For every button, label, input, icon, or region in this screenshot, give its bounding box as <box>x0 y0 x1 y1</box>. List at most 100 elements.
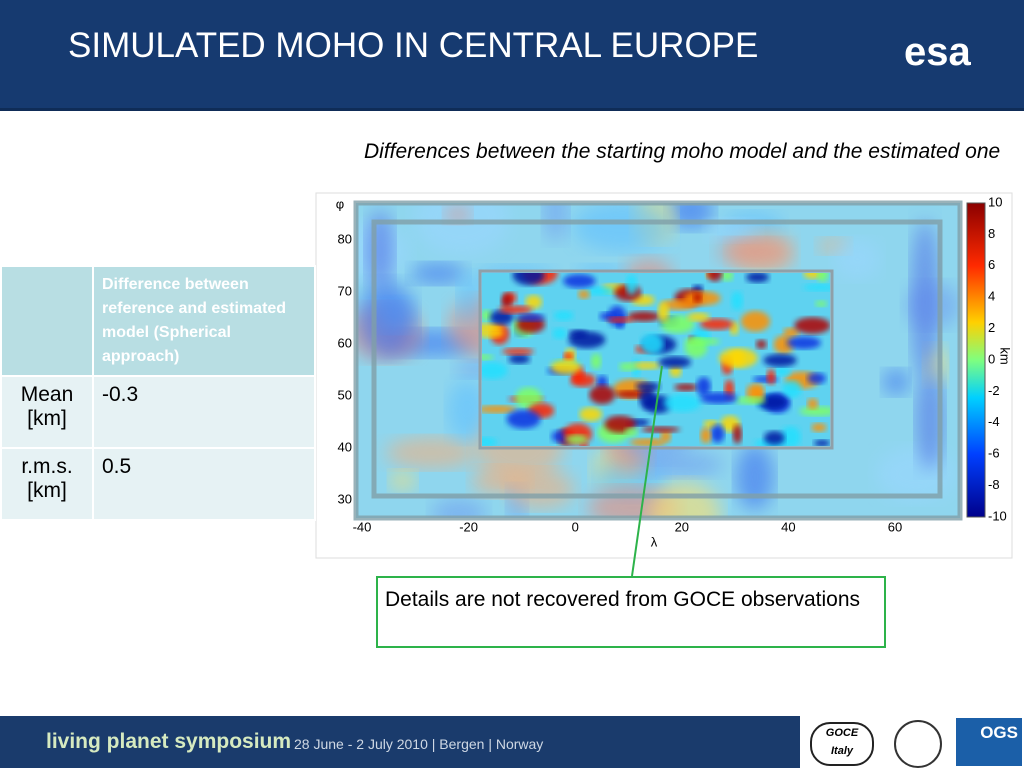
heat-blob <box>685 337 720 346</box>
heat-blob <box>663 394 701 412</box>
heat-blob <box>773 367 791 376</box>
heat-blob <box>553 310 574 321</box>
heat-blob <box>389 470 416 491</box>
heat-blob <box>573 203 671 252</box>
table-corner <box>0 265 94 377</box>
heat-blob <box>755 339 767 349</box>
ogs-logo: OGS <box>956 718 1022 766</box>
heat-blob <box>735 444 775 510</box>
row-label: Mean [km] <box>0 375 94 449</box>
heat-blob <box>550 359 581 375</box>
heat-blob <box>614 390 648 398</box>
figure-caption: Differences between the starting moho mo… <box>364 140 1001 163</box>
heat-blob <box>763 354 797 367</box>
heat-blob <box>506 469 575 509</box>
heat-blob <box>710 424 725 443</box>
heat-blob <box>745 273 770 283</box>
heat-blob <box>358 281 416 357</box>
heat-blob <box>817 273 829 282</box>
heat-blob <box>657 301 670 322</box>
heat-blob <box>578 289 590 299</box>
esa-logo: esa <box>904 30 971 74</box>
heat-blob <box>641 426 681 433</box>
colorbar-tick-label: -10 <box>988 508 1007 523</box>
heat-blob <box>568 331 606 349</box>
colorbar <box>966 202 986 518</box>
colorbar-tick-label: -2 <box>988 383 1000 398</box>
heat-blob <box>543 203 569 242</box>
colorbar-tick-label: -4 <box>988 414 1000 429</box>
heat-blob <box>696 376 711 396</box>
heat-blob <box>721 273 734 282</box>
heat-blob <box>732 424 742 444</box>
heat-blob <box>815 300 828 307</box>
heat-blob <box>807 398 819 410</box>
heat-blob <box>501 293 513 309</box>
heat-blob <box>700 427 712 444</box>
italy-logo: Italy <box>830 745 853 757</box>
heat-blob <box>811 423 827 432</box>
heat-blob <box>457 272 480 325</box>
heat-blob <box>447 379 487 441</box>
partner-logos: GOCE Italy OGS <box>800 716 1024 768</box>
heat-blob <box>585 286 616 296</box>
heat-blob <box>514 313 545 322</box>
heat-blob <box>813 439 830 446</box>
slide-title: SIMULATED MOHO IN CENTRAL EUROPE <box>68 26 759 65</box>
goce-logo: GOCE <box>825 727 859 739</box>
row-value: -0.3 <box>92 375 316 449</box>
heat-blob <box>639 387 656 410</box>
heat-blob <box>782 380 802 399</box>
heat-blob <box>833 238 882 280</box>
colorbar-tick-label: -6 <box>988 446 1000 461</box>
heat-blob <box>563 274 596 288</box>
heat-blob <box>627 311 661 322</box>
heatmap-inner <box>482 273 830 446</box>
y-tick-label: 60 <box>338 335 352 350</box>
heat-blob <box>625 274 638 295</box>
heat-blob <box>506 409 541 429</box>
y-tick-label: 70 <box>338 283 352 298</box>
heat-blob <box>508 354 530 364</box>
heat-blob <box>786 336 821 350</box>
heat-blob <box>699 392 738 404</box>
heat-blob <box>763 431 785 446</box>
colorbar-tick-label: 2 <box>988 320 995 335</box>
heat-blob <box>674 383 698 392</box>
row-label: r.m.s. [km] <box>0 447 94 521</box>
heat-blob <box>501 347 535 355</box>
x-tick-label: 60 <box>888 519 902 534</box>
heat-blob <box>619 362 636 371</box>
heat-blob <box>730 291 744 311</box>
event-dates: 28 June - 2 July 2010 | Bergen | Norway <box>294 736 544 752</box>
heat-blob <box>565 434 588 444</box>
x-tick-label: 0 <box>572 519 579 534</box>
heat-blob <box>512 273 545 286</box>
heat-blob <box>735 396 766 405</box>
heat-blob <box>631 361 661 370</box>
heat-blob <box>794 317 830 334</box>
annotation-box: Details are not recovered from GOCE obse… <box>376 576 886 648</box>
heat-blob <box>414 203 510 256</box>
heat-blob <box>669 364 682 378</box>
heat-blob <box>693 292 703 303</box>
heat-blob <box>498 305 533 314</box>
y-tick-label: 50 <box>338 387 352 402</box>
heat-blob <box>489 310 514 325</box>
heat-blob <box>719 348 758 369</box>
heat-blob <box>658 356 692 368</box>
heat-blob <box>807 372 826 385</box>
heat-blob <box>740 310 771 332</box>
heat-blob <box>661 299 697 311</box>
heat-blob <box>640 333 664 355</box>
x-tick-label: 40 <box>781 519 795 534</box>
heat-blob <box>706 218 760 242</box>
colorbar-label: km <box>998 347 1013 364</box>
heat-blob <box>757 394 788 411</box>
heat-blob <box>660 315 695 334</box>
colorbar-tick-label: -8 <box>988 477 1000 492</box>
heat-blob <box>707 273 723 282</box>
x-axis-label: λ <box>651 534 658 549</box>
heat-blob <box>911 220 939 380</box>
